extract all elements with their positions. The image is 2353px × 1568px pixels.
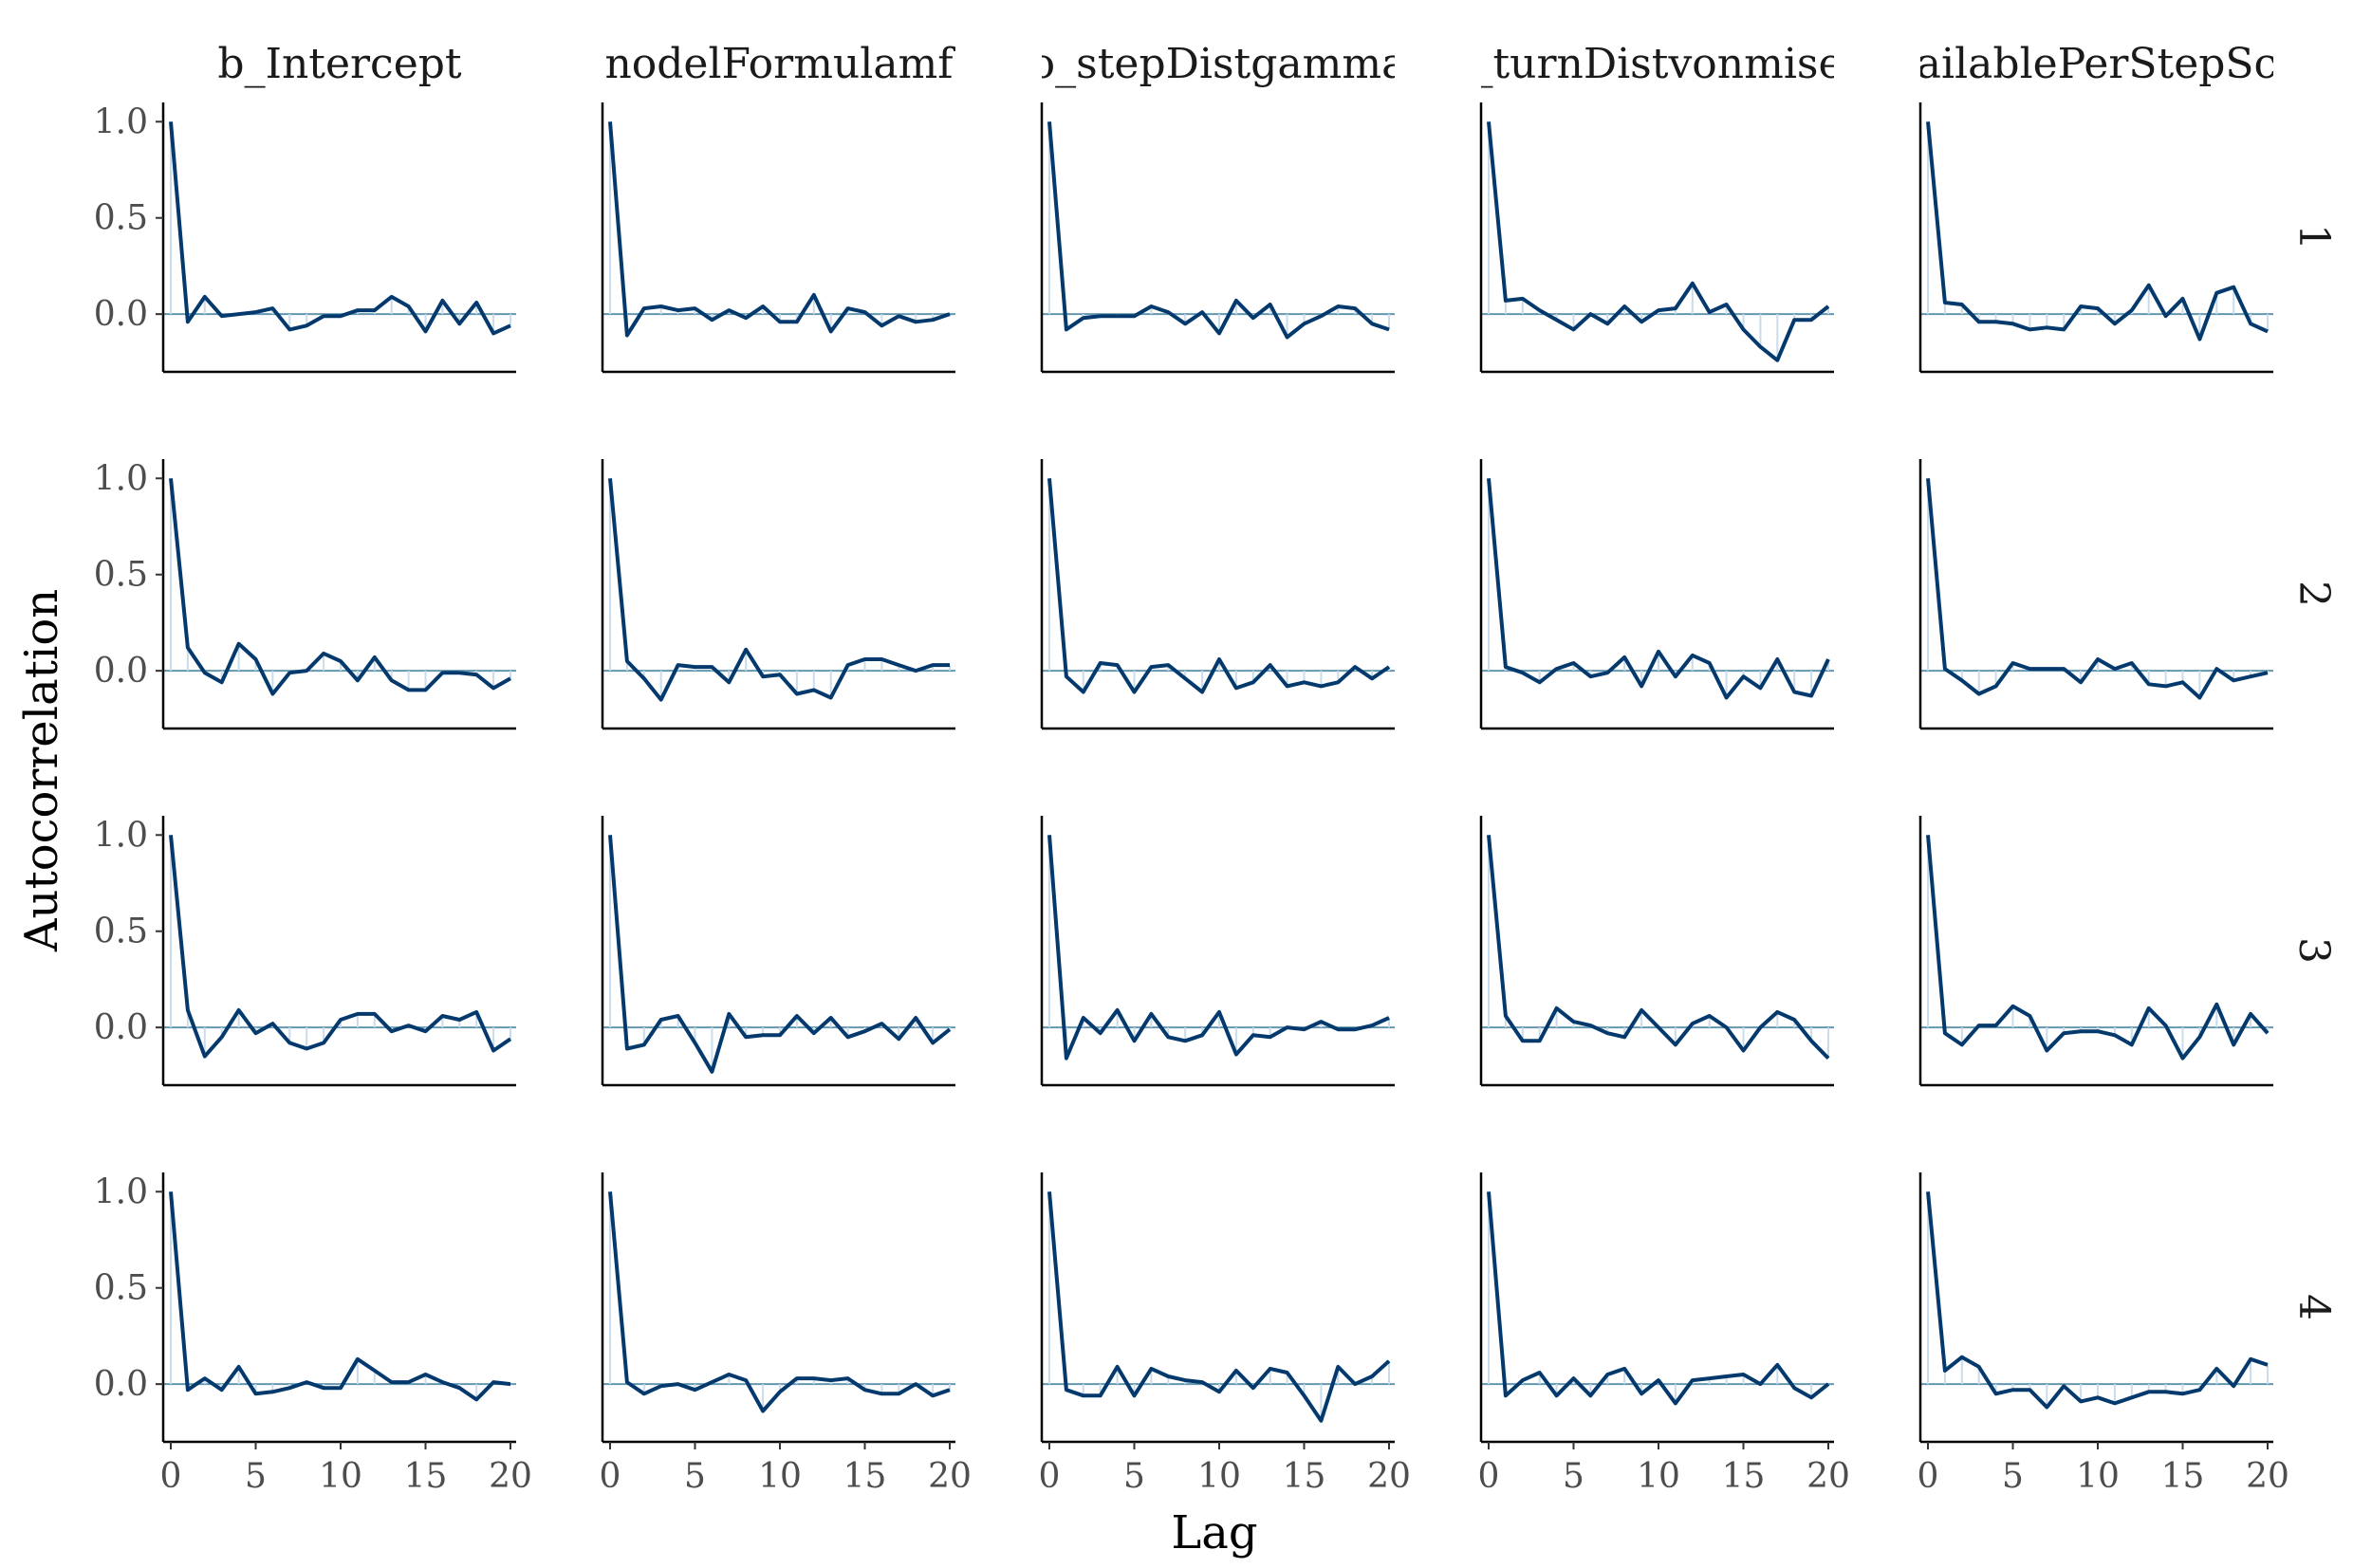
x-tick-label: 5: [2002, 1457, 2024, 1496]
acf-panel: [1040, 102, 1395, 374]
y-tick-label: 0.5: [94, 1269, 148, 1308]
y-tick-label: 0.5: [94, 199, 148, 238]
x-tick-label: 0: [1478, 1457, 1500, 1496]
x-tick-label: 20: [489, 1457, 532, 1496]
acf-panel: [1918, 816, 2273, 1087]
acf-panel: [1918, 459, 2273, 730]
acf-line: [608, 478, 950, 702]
acf-panel: [1918, 102, 2273, 374]
column-strip-label: b_Intercept: [217, 40, 461, 88]
y-tick-label: 1.0: [94, 102, 148, 141]
x-tick-label: 15: [404, 1457, 448, 1496]
panels: 0.0 0.5 1.0 0.0 0.5 1.0 0.0 0.5 1.0 0.0 0.5 1.0 0 5 10…: [94, 102, 2289, 1496]
x-tick-label: 10: [758, 1457, 802, 1496]
acf-line: [1487, 121, 1830, 362]
y-tick-label: 1.0: [94, 816, 148, 855]
acf-line: [1047, 478, 1391, 694]
row-strip-labels: 1 2 3 4: [2289, 224, 2338, 1320]
x-tick-label: 15: [1722, 1457, 1766, 1496]
acf-panel: 0.0 0.5 1.0: [94, 816, 516, 1087]
row-strip-label: 2: [2289, 581, 2338, 607]
row-strip-label: 1: [2289, 224, 2338, 250]
x-tick-label: 5: [684, 1457, 706, 1496]
acf-panel: [601, 459, 955, 730]
x-tick-label: 15: [1283, 1457, 1326, 1496]
row-strip-label: 4: [2289, 1294, 2338, 1320]
column-strip-label: _turnDistvonmise: [1472, 40, 1843, 88]
y-tick-label: 0.5: [94, 556, 148, 595]
x-tick-label: 15: [2161, 1457, 2205, 1496]
x-tick-label: 10: [319, 1457, 362, 1496]
acf-line: [1926, 478, 2269, 700]
x-tick-label: 20: [928, 1457, 972, 1496]
column-strip-labels: b_Intercept nodelFormulamf o_stepDistgamma…: [217, 40, 2277, 88]
x-tick-label: 15: [843, 1457, 887, 1496]
y-tick-label: 0.0: [94, 652, 148, 691]
acf-panel: 0 5 10 15 20: [600, 1172, 972, 1496]
acf-panel: 0.0 0.5 1.0: [94, 459, 516, 730]
x-tick-label: 20: [1367, 1457, 1411, 1496]
x-tick-label: 10: [2076, 1457, 2120, 1496]
acf-line: [169, 835, 512, 1059]
acf-line: [608, 1191, 951, 1413]
y-tick-label: 0.5: [94, 913, 148, 951]
y-tick-label: 0.0: [94, 1008, 148, 1047]
y-tick-label: 1.0: [94, 1172, 148, 1211]
acf-line: [1487, 1191, 1830, 1406]
x-tick-label: 20: [2246, 1457, 2289, 1496]
acf-panel: 0 5 10 15 20: [1918, 1172, 2289, 1496]
x-tick-label: 10: [1637, 1457, 1680, 1496]
acf-line: [1047, 121, 1390, 340]
acf-panel: [1479, 459, 1834, 730]
y-tick-label: 0.0: [94, 1365, 148, 1404]
acf-line: [169, 121, 511, 336]
acf-panel: [601, 816, 955, 1087]
acf-panel: 0 5 10 15 20: [1478, 1172, 1850, 1496]
acf-line: [1047, 835, 1390, 1061]
x-tick-label: 20: [1806, 1457, 1850, 1496]
acf-line: [1926, 1191, 2269, 1410]
acf-panel: 0.0 0.5 1.0 0 5 10 15 20: [94, 1172, 532, 1496]
acf-panel: [1040, 816, 1395, 1087]
acf-line: [169, 1191, 511, 1402]
acf-panel: 0 5 10 15 20: [1039, 1172, 1411, 1496]
acf-line: [1926, 121, 2269, 341]
acf-line: [608, 835, 952, 1074]
x-tick-label: 5: [245, 1457, 267, 1496]
acf-panel: [1040, 459, 1395, 730]
x-tick-label: 10: [1197, 1457, 1241, 1496]
column-strip-label: o_stepDistgamma: [1030, 40, 1407, 88]
column-strip-label: nodelFormulamf: [604, 40, 955, 88]
acf-panel: [601, 102, 955, 374]
acf-line: [1487, 478, 1830, 700]
acf-panel: 0.0 0.5 1.0: [94, 102, 516, 374]
x-tick-label: 5: [1563, 1457, 1584, 1496]
x-tick-label: 0: [160, 1457, 182, 1496]
y-tick-label: 1.0: [94, 459, 148, 498]
x-tick-label: 0: [600, 1457, 621, 1496]
acf-panel: [1479, 102, 1834, 374]
y-tick-label: 0.0: [94, 295, 148, 334]
acf-line: [1926, 835, 2270, 1061]
column-strip-label: ailablePerStepSc: [1917, 40, 2277, 88]
acf-line: [1487, 835, 1830, 1060]
row-strip-label: 3: [2289, 937, 2338, 964]
x-tick-label: 5: [1123, 1457, 1145, 1496]
x-axis-title: Lag: [1171, 1506, 1257, 1559]
acf-line: [169, 478, 511, 696]
acf-line: [608, 121, 951, 338]
acf-line: [1047, 1191, 1391, 1423]
x-tick-label: 0: [1918, 1457, 1939, 1496]
acf-panel: [1479, 816, 1834, 1087]
x-tick-label: 0: [1039, 1457, 1061, 1496]
y-axis-title: Autocorrelation: [15, 589, 68, 952]
